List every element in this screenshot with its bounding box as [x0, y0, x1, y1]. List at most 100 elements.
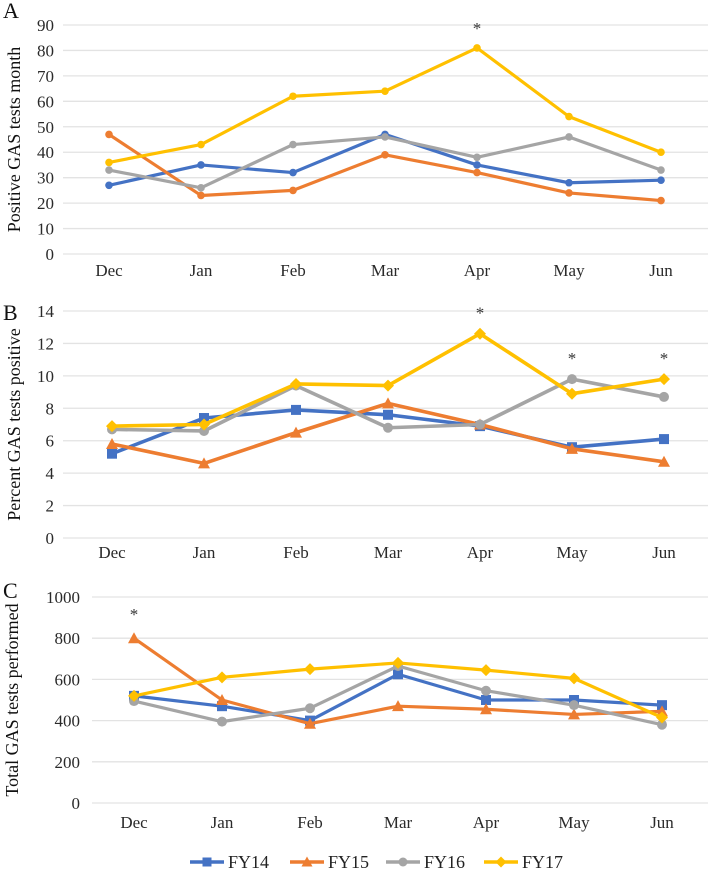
significance-asterisk: *	[660, 349, 669, 368]
data-point	[217, 716, 227, 727]
data-point	[197, 184, 205, 192]
y-axis-title: Positive GAS tests month	[4, 47, 24, 233]
data-point	[473, 44, 481, 52]
data-point	[567, 374, 577, 385]
data-point	[381, 87, 389, 95]
y-tick-label: 12	[37, 334, 54, 353]
data-point	[198, 457, 210, 469]
data-point	[392, 656, 404, 669]
y-axis-title: Total GAS tests performed	[2, 603, 22, 796]
x-tick-label: May	[556, 543, 588, 562]
data-point	[197, 140, 205, 149]
data-point	[128, 689, 140, 702]
data-point	[475, 419, 485, 430]
series-fy17	[128, 656, 668, 724]
data-point	[566, 387, 578, 400]
series-fy15	[128, 632, 668, 729]
x-tick-label: Mar	[374, 543, 403, 562]
x-tick-label: Jun	[650, 813, 674, 832]
data-point	[474, 327, 486, 340]
data-point	[289, 140, 297, 149]
y-tick-label: 4	[46, 464, 55, 483]
data-point	[105, 166, 113, 174]
x-tick-label: Dec	[95, 261, 123, 280]
data-point	[107, 448, 117, 459]
x-tick-label: Jun	[652, 543, 676, 562]
y-tick-label: 40	[37, 143, 54, 162]
legend-item-fy17: FY17	[484, 852, 563, 872]
y-tick-label: 6	[46, 432, 55, 451]
y-tick-label: 600	[55, 670, 81, 689]
data-point	[568, 672, 580, 685]
y-tick-label: 800	[55, 629, 81, 648]
data-point	[569, 695, 579, 705]
x-tick-label: Mar	[384, 813, 413, 832]
y-tick-label: 8	[46, 399, 55, 418]
panel-label: A	[3, 0, 19, 23]
data-point	[106, 420, 118, 433]
data-point	[382, 397, 394, 409]
data-point	[383, 422, 393, 433]
series-fy15	[105, 130, 665, 205]
data-point	[657, 166, 665, 174]
y-tick-label: 2	[46, 497, 55, 516]
legend-label: FY15	[328, 852, 369, 872]
y-tick-label: 0	[46, 529, 55, 548]
y-tick-label: 60	[37, 92, 54, 111]
x-tick-label: Jan	[211, 813, 234, 832]
data-point	[304, 717, 316, 729]
data-point	[199, 425, 209, 436]
data-point	[289, 168, 297, 177]
data-point	[199, 413, 209, 424]
legend-marker	[202, 857, 212, 867]
data-point	[381, 133, 389, 141]
significance-asterisk: *	[130, 605, 139, 624]
data-point	[473, 168, 481, 177]
data-point	[197, 191, 205, 200]
y-tick-label: 70	[37, 67, 54, 86]
x-tick-label: Feb	[283, 543, 309, 562]
legend-marker	[301, 856, 313, 867]
x-tick-label: Dec	[120, 813, 148, 832]
x-tick-label: Apr	[473, 813, 500, 832]
x-tick-label: Feb	[280, 261, 306, 280]
data-point	[657, 176, 665, 185]
x-tick-label: Mar	[371, 261, 400, 280]
data-point	[473, 161, 481, 169]
legend-label: FY16	[424, 852, 465, 872]
data-point	[566, 442, 578, 454]
data-point	[480, 703, 492, 715]
x-tick-label: Apr	[464, 261, 491, 280]
data-point	[657, 196, 665, 205]
data-point	[128, 632, 140, 644]
legend: FY14 FY15 FY16 FY17	[190, 852, 563, 872]
y-tick-label: 90	[37, 16, 54, 35]
data-point	[105, 158, 113, 167]
data-point	[197, 161, 205, 169]
data-point	[198, 418, 210, 431]
data-point	[569, 700, 579, 711]
data-point	[216, 671, 228, 684]
legend-marker	[398, 857, 408, 867]
y-tick-label: 0	[72, 794, 81, 813]
y-tick-label: 50	[37, 118, 54, 137]
x-tick-label: Jan	[193, 543, 216, 562]
y-tick-label: 80	[37, 41, 54, 60]
panel-label: B	[3, 300, 18, 325]
data-point	[305, 703, 315, 714]
data-point	[565, 189, 573, 197]
data-point	[291, 404, 301, 415]
legend-item-fy14: FY14	[190, 852, 269, 872]
significance-asterisk: *	[568, 349, 577, 368]
legend-item-fy16: FY16	[386, 852, 465, 872]
data-point	[565, 178, 573, 187]
data-point	[289, 186, 297, 195]
series-fy17	[105, 44, 665, 167]
data-point	[657, 700, 667, 711]
legend-marker	[495, 856, 507, 868]
y-tick-label: 10	[37, 367, 54, 386]
x-tick-label: Jun	[649, 261, 673, 280]
data-point	[656, 711, 668, 724]
y-tick-label: 1000	[46, 588, 80, 607]
